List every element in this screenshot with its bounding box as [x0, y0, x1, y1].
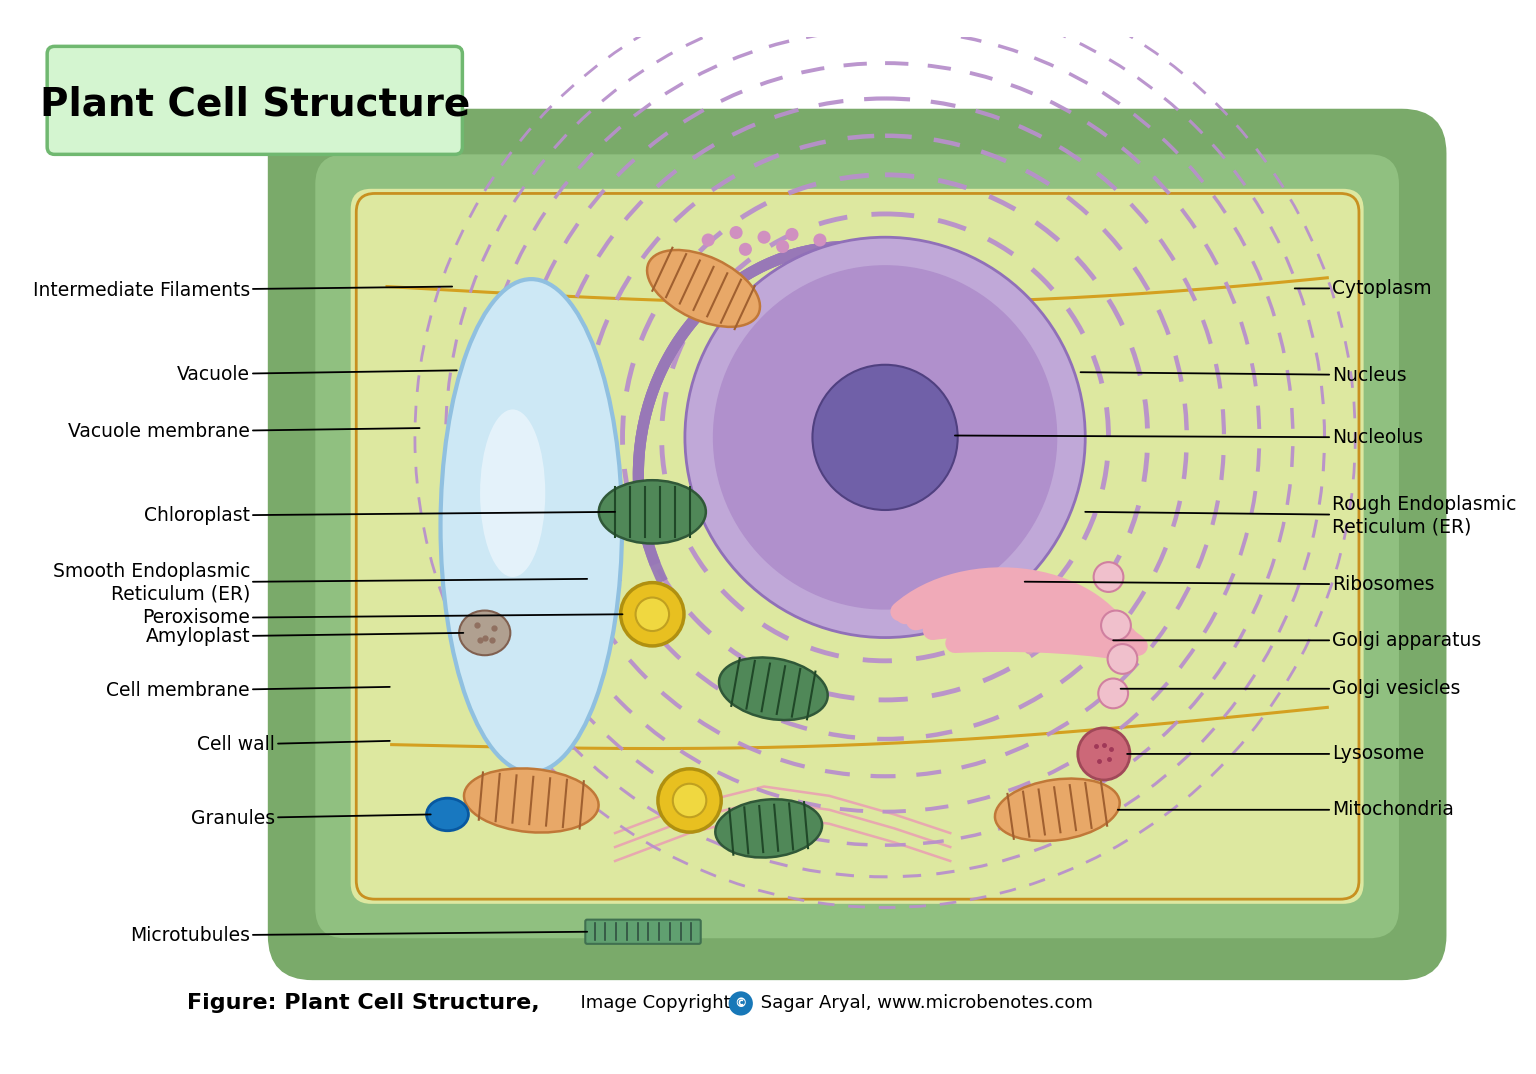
Circle shape — [636, 597, 670, 632]
Text: Vacuole: Vacuole — [177, 364, 456, 383]
FancyBboxPatch shape — [48, 46, 462, 155]
Text: Peroxisome: Peroxisome — [143, 609, 622, 627]
Circle shape — [713, 265, 1057, 610]
Text: Figure: Plant Cell Structure,: Figure: Plant Cell Structure, — [187, 993, 539, 1014]
Circle shape — [657, 769, 722, 832]
Circle shape — [1107, 644, 1137, 673]
Text: Sagar Aryal, www.microbenotes.com: Sagar Aryal, www.microbenotes.com — [754, 995, 1092, 1013]
Ellipse shape — [995, 779, 1120, 841]
Ellipse shape — [459, 610, 510, 655]
Ellipse shape — [464, 768, 599, 832]
Circle shape — [702, 233, 714, 247]
Text: Plant Cell Structure: Plant Cell Structure — [40, 85, 470, 124]
Ellipse shape — [719, 657, 828, 720]
Text: Chloroplast: Chloroplast — [144, 506, 614, 525]
Circle shape — [776, 240, 790, 253]
Circle shape — [1098, 679, 1127, 709]
Circle shape — [757, 231, 771, 244]
Text: Smooth Endoplasmic
Reticulum (ER): Smooth Endoplasmic Reticulum (ER) — [52, 562, 587, 604]
Circle shape — [673, 784, 707, 817]
Ellipse shape — [441, 279, 622, 772]
FancyBboxPatch shape — [350, 189, 1364, 904]
Text: Golgi vesicles: Golgi vesicles — [1121, 679, 1461, 698]
Circle shape — [1043, 636, 1052, 645]
Text: Golgi apparatus: Golgi apparatus — [1114, 630, 1481, 650]
Text: Cytoplasm: Cytoplasm — [1295, 279, 1432, 297]
Circle shape — [813, 365, 957, 510]
FancyBboxPatch shape — [585, 919, 700, 944]
Text: Granules: Granules — [190, 809, 430, 828]
Text: Microtubules: Microtubules — [131, 926, 587, 945]
Ellipse shape — [427, 798, 468, 830]
Text: Ribosomes: Ribosomes — [1025, 575, 1435, 594]
Circle shape — [1101, 610, 1130, 640]
Circle shape — [814, 233, 826, 247]
Text: Vacuole membrane: Vacuole membrane — [68, 422, 419, 441]
Ellipse shape — [716, 799, 822, 857]
Ellipse shape — [481, 409, 545, 577]
Circle shape — [1078, 728, 1130, 780]
Circle shape — [685, 237, 1086, 638]
Text: Nucleolus: Nucleolus — [955, 427, 1422, 447]
Text: ©: © — [734, 997, 746, 1010]
Text: Lysosome: Lysosome — [1127, 744, 1424, 764]
Circle shape — [730, 226, 742, 240]
Circle shape — [739, 243, 753, 256]
Text: Cell membrane: Cell membrane — [106, 681, 390, 700]
Text: Mitochondria: Mitochondria — [1118, 800, 1455, 819]
Ellipse shape — [647, 250, 760, 326]
FancyBboxPatch shape — [315, 155, 1399, 939]
Text: Cell wall: Cell wall — [198, 735, 390, 754]
Circle shape — [785, 228, 799, 241]
FancyBboxPatch shape — [267, 108, 1447, 981]
Ellipse shape — [599, 480, 707, 543]
Text: Image Copyright: Image Copyright — [568, 995, 730, 1013]
Circle shape — [1029, 619, 1038, 628]
Text: Rough Endoplasmic
Reticulum (ER): Rough Endoplasmic Reticulum (ER) — [1086, 495, 1516, 536]
Text: Intermediate Filaments: Intermediate Filaments — [32, 280, 452, 300]
Circle shape — [621, 582, 684, 645]
Text: Nucleus: Nucleus — [1081, 365, 1407, 384]
Circle shape — [728, 991, 753, 1016]
Circle shape — [1025, 645, 1034, 654]
Circle shape — [1094, 562, 1123, 592]
Text: Amyloplast: Amyloplast — [146, 627, 464, 647]
